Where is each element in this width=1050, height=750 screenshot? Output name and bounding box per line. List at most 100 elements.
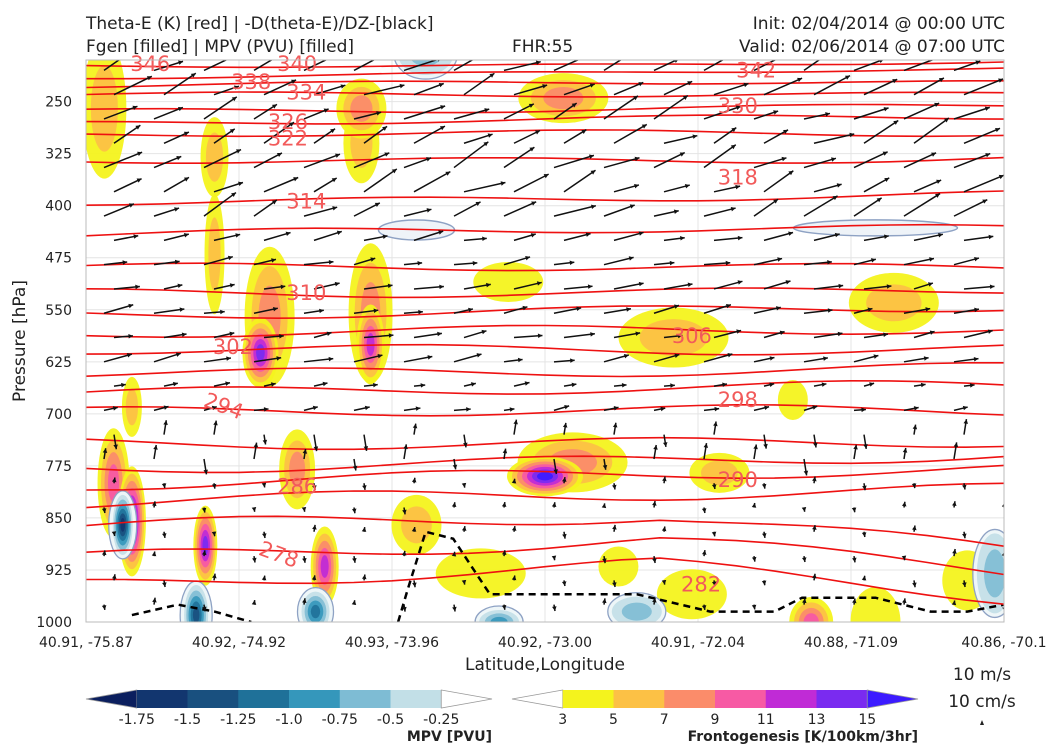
wind-vector-head [328, 356, 334, 362]
fgen-colorbar-swatch [613, 690, 665, 708]
wind-vector-head [501, 605, 507, 610]
wind-vector-head [361, 527, 367, 532]
wind-vector [463, 283, 491, 290]
wind-vector-head [373, 308, 379, 314]
wind-vector [913, 179, 942, 193]
wind-vector-head [501, 550, 507, 555]
wind-vector-head [751, 556, 757, 562]
wind-vector-head [912, 525, 917, 531]
wind-vector [303, 357, 334, 363]
wind-vector [1003, 69, 1004, 71]
wind-vector [513, 129, 541, 144]
fgen-fill [202, 535, 209, 556]
wind-vector-head [1001, 503, 1004, 507]
wind-vector [353, 60, 376, 72]
wind-vector-head [751, 604, 757, 610]
stability-contour [396, 530, 1004, 622]
wind-vector-head [883, 332, 888, 337]
wind-vector-head [1045, 82, 1050, 86]
wind-vector-head [590, 170, 596, 175]
wind-vector-head [861, 532, 867, 537]
wind-vector-head [680, 236, 685, 241]
wind-vector-head [293, 177, 299, 182]
wind-vector-head [674, 60, 679, 63]
fgen-colorbar-swatch [562, 690, 614, 708]
wind-vector-head [509, 407, 515, 412]
x-tick-label: 40.86, -70.1 [961, 635, 1046, 651]
wind-vector-head [501, 502, 507, 507]
wind-vector-head [251, 507, 257, 512]
wind-vector-head [302, 449, 308, 454]
wind-vector [103, 304, 134, 314]
wind-vector-head [825, 112, 830, 117]
fgen-fill [803, 613, 819, 622]
wind-vector-head [319, 308, 324, 314]
wind-vector [963, 285, 995, 290]
wind-vector-head [925, 307, 931, 312]
wind-vector-head [913, 406, 919, 411]
fgen-fill [401, 506, 432, 544]
wind-vector-head [552, 606, 557, 611]
wind-vector-head [661, 526, 667, 532]
wind-vector-head [590, 204, 596, 210]
wind-key-arrow [980, 720, 984, 725]
wind-vector [713, 329, 742, 339]
wind-vector-head [102, 448, 108, 454]
wind-vector-head [351, 600, 357, 606]
wind-vector-head [183, 131, 189, 136]
mpv-colorbar-tick: -1.75 [119, 712, 155, 728]
wind-vector [853, 107, 889, 120]
wind-vector-head [279, 334, 284, 339]
theta-e-contour [86, 305, 1004, 320]
wind-vector [503, 146, 535, 169]
wind-vector-head [190, 73, 196, 78]
wind-vector [503, 201, 537, 217]
theta-e-label: 326 [268, 110, 308, 134]
theta-e-label: 290 [718, 468, 758, 492]
fgen-fill [700, 460, 738, 486]
wind-vector [753, 198, 779, 217]
wind-vector-head [562, 422, 568, 428]
wind-vector-head [952, 549, 957, 554]
wind-vector [663, 283, 693, 290]
wind-vector-head [1024, 309, 1029, 314]
wind-vector [203, 60, 228, 72]
y-tick-label: 700 [45, 407, 72, 423]
wind-vector-head [684, 183, 690, 189]
fgen-colorbar-tick: 15 [858, 712, 876, 728]
theta-e-contour [86, 91, 1004, 98]
wind-vector-head [730, 144, 736, 150]
wind-vector [1014, 528, 1015, 532]
wind-vector-head [183, 177, 189, 182]
wind-vector [113, 124, 141, 144]
wind-vector-head [576, 306, 582, 311]
wind-vector-head [211, 405, 217, 411]
mpv-outline [792, 219, 959, 237]
wind-vector-head [938, 233, 943, 238]
wind-vector [953, 60, 981, 72]
wind-vector-head [439, 284, 444, 290]
wind-vector-head [111, 531, 117, 536]
wind-vector-head [262, 533, 267, 538]
theta-e-contour [86, 464, 1004, 491]
fgen-colorbar-swatch [664, 690, 716, 708]
wind-vector-head [487, 133, 493, 138]
wind-vector-head [251, 600, 257, 605]
fgen-fill [777, 379, 808, 420]
wind-vector-head [530, 233, 536, 238]
wind-vector-head [953, 442, 959, 448]
wind-vector [963, 174, 1004, 193]
theta-e-label: 314 [286, 190, 326, 214]
wind-vector-head [322, 381, 328, 387]
wind-vector-head [928, 282, 933, 287]
wind-vector [563, 285, 593, 290]
wind-vector-head [543, 174, 549, 179]
wind-vector-head [334, 54, 339, 58]
fgen-fill [205, 132, 224, 182]
wind-vector-head [677, 333, 683, 339]
plot-frame [85, 59, 1005, 623]
fgen-colorbar-tick: 13 [808, 712, 826, 728]
wind-vector-head [399, 83, 405, 89]
wind-vector-head [484, 108, 490, 113]
wind-vector-head [370, 257, 376, 262]
